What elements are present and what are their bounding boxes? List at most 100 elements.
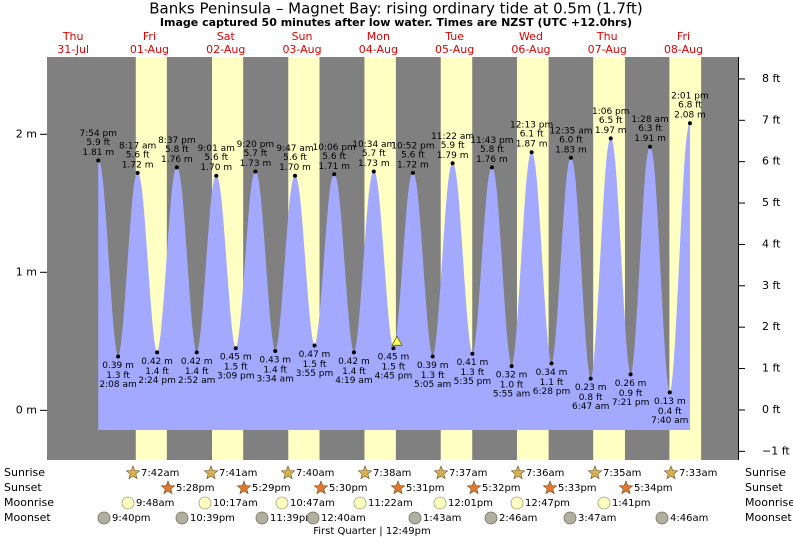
- row-time: 5:28pm: [176, 483, 215, 494]
- row-time: 2:46am: [499, 513, 537, 524]
- row-time: 5:33pm: [558, 483, 597, 494]
- sun-icon: [587, 465, 603, 480]
- day-date: 01-Aug: [130, 43, 169, 56]
- tide-m-label: 1.71 m: [318, 162, 350, 172]
- sun-icon: [357, 465, 373, 480]
- tide-time-label: 10:06 pm: [313, 143, 356, 153]
- tide-ft-label: 5.9 ft: [86, 138, 110, 148]
- day-date: 04-Aug: [359, 43, 398, 56]
- sun-icon: [466, 480, 482, 495]
- tide-point: [549, 361, 554, 366]
- tide-time-label: 9:47 am: [276, 144, 313, 154]
- tide-ft-label: 0.8 ft: [579, 393, 603, 403]
- row-time: 1:41pm: [612, 498, 651, 509]
- row-label: Sunrise: [4, 466, 45, 479]
- tide-time-label: 7:21 pm: [612, 398, 650, 408]
- row-label-right: Moonrise: [745, 496, 793, 509]
- tide-time-label: 5:55 am: [493, 390, 530, 400]
- tide-point: [351, 350, 356, 355]
- tide-ft-label: 6.8 ft: [678, 101, 702, 111]
- tide-point: [253, 169, 258, 174]
- tide-point: [293, 173, 298, 178]
- tide-point: [273, 348, 278, 353]
- day-name: Thu: [62, 30, 84, 43]
- sun-icon: [618, 480, 634, 495]
- tide-fill: [98, 123, 690, 430]
- tide-m-label: 1.87 m: [516, 140, 548, 150]
- tide-time-label: 12:35 am: [549, 126, 592, 136]
- tide-m-label: 0.42 m: [141, 357, 173, 367]
- sun-icon: [390, 480, 406, 495]
- tide-time-label: 9:20 pm: [237, 140, 275, 150]
- y2-tick-label: 0 ft: [762, 403, 781, 416]
- tide-time-label: 10:52 pm: [391, 141, 434, 151]
- tide-m-label: 0.39 m: [417, 361, 449, 371]
- row-time: 5:29pm: [252, 483, 291, 494]
- tide-point: [470, 351, 475, 356]
- row-time: 7:42am: [141, 468, 179, 479]
- row-time: 7:33am: [679, 468, 717, 479]
- tide-point: [430, 354, 435, 359]
- tide-time-label: 9:01 am: [198, 144, 235, 154]
- tide-time-label: 2:08 am: [99, 380, 136, 390]
- sun-icon: [663, 465, 679, 480]
- tide-ft-label: 5.6 ft: [283, 153, 307, 163]
- tide-point: [410, 170, 415, 175]
- tide-ft-label: 1.3 ft: [461, 368, 485, 378]
- tide-point: [332, 172, 337, 177]
- moonset-icon: [408, 511, 422, 525]
- row-label: Moonset: [4, 511, 51, 524]
- sun-icon: [125, 465, 141, 480]
- tide-ft-label: 6.3 ft: [638, 124, 662, 134]
- tide-ft-label: 1.0 ft: [500, 381, 524, 391]
- row-time: 11:22am: [368, 498, 413, 509]
- tide-time-label: 3:55 pm: [296, 369, 334, 379]
- moonrise-icon: [510, 496, 524, 510]
- day-name: Thu: [596, 30, 618, 43]
- row-label: Sunset: [4, 481, 42, 494]
- moonrise-icon: [275, 496, 289, 510]
- tide-point: [155, 350, 160, 355]
- row-time: 12:01pm: [448, 498, 493, 509]
- day-name: Mon: [367, 30, 390, 43]
- tide-time-label: 3:34 am: [257, 374, 294, 384]
- row-time: 7:38am: [373, 468, 411, 479]
- day-date: 07-Aug: [588, 43, 627, 56]
- moonrise-icon: [433, 496, 447, 510]
- row-time: 5:34pm: [634, 483, 673, 494]
- tide-m-label: 1.76 m: [476, 155, 508, 165]
- day-date: 03-Aug: [282, 43, 321, 56]
- tide-ft-label: 5.6 ft: [401, 150, 425, 160]
- day-date: 02-Aug: [206, 43, 245, 56]
- y-tick-label: 0 m: [16, 403, 37, 416]
- tide-ft-label: 1.5 ft: [303, 360, 327, 370]
- tide-time-label: 5:35 pm: [454, 377, 492, 387]
- day-name: Fri: [677, 30, 690, 43]
- tide-point: [233, 346, 238, 351]
- tide-point: [608, 136, 613, 141]
- row-time: 12:47pm: [525, 498, 570, 509]
- tide-m-label: 2.08 m: [674, 111, 706, 121]
- tide-time-label: 12:13 pm: [510, 121, 553, 131]
- tide-point: [371, 169, 376, 174]
- tide-m-label: 1.70 m: [279, 163, 311, 173]
- chart-subtitle: Image captured 50 minutes after low wate…: [160, 16, 632, 29]
- y2-tick-label: 6 ft: [762, 155, 781, 168]
- tide-time-label: 1:06 pm: [592, 107, 630, 117]
- tide-m-label: 1.73 m: [240, 159, 272, 169]
- sun-icon: [280, 465, 296, 480]
- tide-point: [194, 350, 199, 355]
- tide-point: [588, 376, 593, 381]
- tide-time-label: 2:01 pm: [671, 92, 709, 102]
- y-tick-label: 2 m: [16, 127, 37, 140]
- day-date: 08-Aug: [664, 43, 703, 56]
- tide-m-label: 0.26 m: [615, 379, 647, 389]
- tide-ft-label: 5.6 ft: [126, 150, 150, 160]
- tide-ft-label: 1.4 ft: [263, 365, 287, 375]
- day-date: 31-Jul: [57, 43, 89, 56]
- tide-time-label: 5:05 am: [414, 380, 451, 390]
- tide-m-label: 0.41 m: [457, 358, 489, 368]
- day-name: Fri: [143, 30, 156, 43]
- tide-time-label: 11:43 pm: [470, 136, 513, 146]
- sun-icon: [236, 480, 252, 495]
